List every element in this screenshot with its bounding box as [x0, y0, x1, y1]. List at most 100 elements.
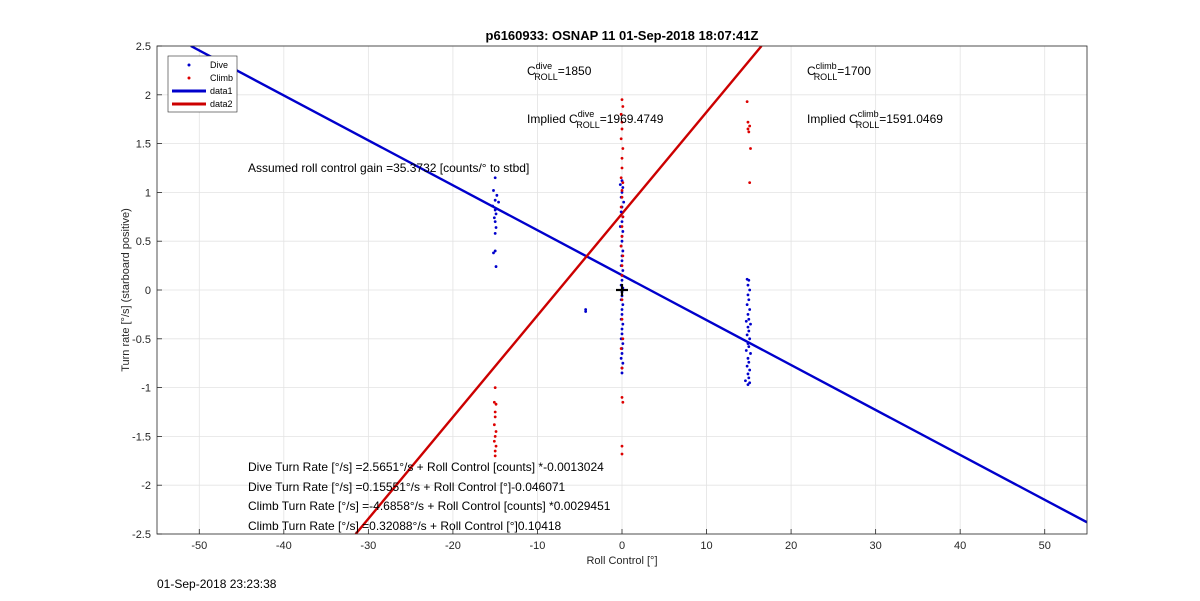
point-climb	[746, 127, 750, 131]
point-dive	[746, 283, 750, 287]
point-climb	[494, 444, 498, 448]
point-climb	[619, 137, 623, 141]
point-dive	[584, 310, 588, 313]
point-dive	[746, 293, 750, 297]
y-tick-label: -1.5	[132, 431, 151, 443]
point-dive	[621, 322, 625, 326]
point-dive	[492, 189, 495, 192]
point-dive	[620, 308, 624, 311]
fit-lines	[190, 46, 1087, 534]
point-dive	[620, 313, 624, 316]
point-dive	[746, 372, 750, 376]
point-dive	[493, 220, 497, 224]
point-dive	[621, 230, 625, 233]
fit-eq-dive-counts: Dive Turn Rate [°/s] =2.5651°/s + Roll C…	[248, 460, 604, 474]
point-climb	[620, 234, 624, 238]
point-dive	[620, 327, 624, 331]
point-climb	[748, 124, 752, 128]
y-axis-ticks: -2.5 -2 -1.5 -1 -0.5 0 0.5 1 1.5 2 2.5	[132, 41, 162, 541]
y-tick-label: -1	[141, 383, 151, 395]
y-tick-label: -2.5	[132, 529, 151, 541]
point-climb	[621, 400, 625, 404]
point-climb	[493, 415, 497, 419]
point-climb	[619, 244, 623, 248]
annotations: Cdive ROLL=1850 Cclimb ROLL=1700 Implied C…	[248, 61, 943, 533]
legend-data1-label: data1	[210, 86, 233, 96]
point-dive	[747, 376, 751, 380]
point-dive	[492, 216, 496, 220]
point-climb	[619, 176, 623, 180]
point-dive	[620, 332, 624, 336]
point-climb	[619, 112, 623, 116]
series-line-data1	[190, 46, 1087, 524]
point-climb	[494, 402, 498, 406]
point-climb	[621, 337, 625, 341]
x-tick-label: 40	[954, 540, 966, 552]
fit-eq-climb-counts: Climb Turn Rate [°/s] =-4.6858°/s + Roll…	[248, 499, 611, 513]
point-dive	[744, 349, 748, 352]
x-tick-label: 20	[785, 540, 797, 552]
point-dive	[747, 360, 751, 364]
point-climb	[748, 181, 752, 185]
fit-eq-dive-degrees: Dive Turn Rate [°/s] =0.15551°/s + Roll …	[248, 480, 566, 494]
point-dive	[745, 303, 749, 307]
point-dive	[491, 204, 495, 208]
point-dive	[493, 249, 497, 253]
point-dive	[748, 337, 752, 341]
x-tick-label: 30	[870, 540, 882, 552]
point-dive	[747, 345, 751, 349]
x-axis-label: Roll Control [°]	[586, 555, 657, 567]
point-dive	[493, 198, 497, 202]
y-tick-label: -2	[141, 480, 151, 492]
point-climb	[492, 423, 496, 427]
point-climb	[620, 156, 624, 160]
y-tick-label: 1.5	[136, 139, 151, 151]
series-line-data2	[354, 46, 763, 534]
point-climb	[493, 449, 497, 453]
point-dive	[744, 379, 747, 383]
plot-frame	[156, 45, 1088, 535]
point-climb	[620, 98, 624, 102]
point-dive	[621, 249, 625, 253]
legend-dive-swatch	[187, 63, 191, 67]
point-dive	[493, 176, 497, 180]
point-dive	[494, 265, 498, 268]
point-dive	[621, 186, 625, 189]
point-dive	[620, 191, 624, 194]
point-dive	[747, 329, 751, 333]
point-dive	[745, 333, 749, 337]
point-dive	[748, 368, 752, 372]
point-dive	[619, 356, 623, 360]
point-dive	[746, 325, 750, 329]
point-dive	[620, 371, 624, 375]
point-dive	[745, 364, 749, 368]
point-climb	[620, 452, 624, 456]
y-tick-label: 2	[145, 90, 151, 102]
point-climb	[493, 386, 497, 389]
point-dive	[492, 251, 495, 255]
c-roll-climb: Cclimb ROLL=1700	[807, 61, 871, 82]
point-dive	[621, 269, 625, 272]
point-dive	[747, 317, 751, 321]
point-dive	[746, 313, 750, 316]
origin-marker	[616, 284, 628, 296]
point-climb	[620, 225, 624, 228]
point-climb	[620, 366, 624, 370]
legend-data2-label: data2	[210, 99, 233, 109]
x-tick-label: -40	[276, 540, 292, 552]
point-dive	[495, 193, 499, 197]
point-dive	[620, 220, 624, 224]
c-roll-dive: Cdive ROLL=1850	[527, 61, 592, 82]
point-climb	[619, 205, 623, 209]
print-timestamp: 01-Sep-2018 23:23:38	[157, 577, 277, 591]
implied-c-roll-climb: Implied Cclimb ROLL=1591.0469	[807, 109, 943, 130]
y-tick-label: 0	[145, 285, 151, 297]
point-climb	[620, 127, 624, 131]
point-climb	[620, 264, 624, 267]
point-dive	[621, 342, 625, 346]
legend: Dive Climb data1 data2	[167, 55, 238, 113]
implied-c-roll-dive: Implied Cdive ROLL=1969.4749	[527, 109, 664, 130]
point-dive	[746, 383, 750, 387]
point-climb	[749, 147, 752, 150]
